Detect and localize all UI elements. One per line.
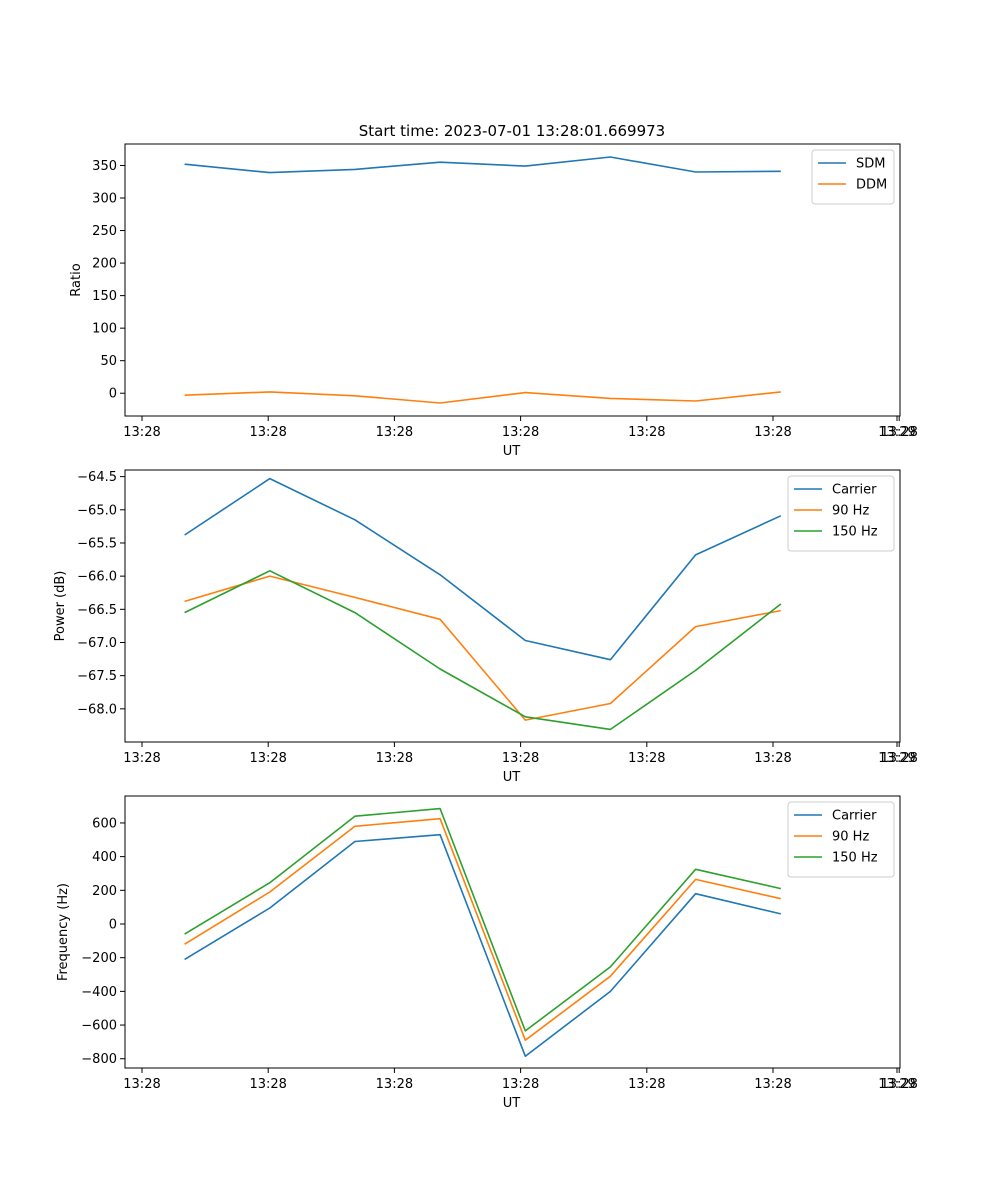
legend-label: Carrier: [832, 483, 877, 498]
legend: Carrier 90 Hz 150 Hz: [787, 475, 895, 552]
x-tick-label: 13:28: [376, 751, 413, 766]
plot-frame: [124, 795, 901, 1069]
legend: Carrier 90 Hz 150 Hz: [787, 801, 895, 878]
y-tick-label: −66.5: [77, 603, 117, 618]
legend-label: 90 Hz: [832, 830, 869, 845]
y-tick-label: 50: [100, 354, 117, 369]
x-tick-label: 13:28: [754, 1077, 791, 1092]
y-tick-label: −400: [81, 985, 117, 1000]
x-tick-label: 13:29: [878, 425, 915, 440]
x-tick-label: 13:28: [502, 1077, 539, 1092]
legend-label: SDM: [856, 157, 885, 172]
y-tick-label: 150: [92, 289, 117, 304]
y-tick-label: 250: [92, 224, 117, 239]
series-line-90-hz: [184, 575, 781, 721]
y-tick-label: −65.0: [77, 503, 117, 518]
x-tick-label: 13:28: [880, 425, 917, 440]
x-tick-label: 13:28: [880, 751, 917, 766]
series-line-ddm: [184, 391, 781, 404]
series-line-150-hz: [184, 569, 782, 731]
x-tick-label: 13:28: [880, 1077, 917, 1092]
x-tick-label: 13:28: [502, 751, 539, 766]
x-tick-label: 13:29: [878, 751, 915, 766]
x-tick-label: 13:28: [376, 425, 413, 440]
y-tick-label: −66.0: [77, 570, 117, 585]
y-tick-label: −800: [81, 1052, 117, 1067]
legend-label: DDM: [856, 178, 887, 193]
y-tick-label: 200: [92, 257, 117, 272]
y-tick-label: 350: [92, 159, 117, 174]
x-tick-label: 13:28: [628, 751, 665, 766]
legend-box: [787, 475, 895, 552]
series-line-150-hz: [184, 807, 781, 1032]
y-tick-label: −600: [81, 1019, 117, 1034]
legend-label: 150 Hz: [832, 851, 878, 866]
legend-label: 150 Hz: [832, 525, 878, 540]
x-tick-label: 13:28: [628, 1077, 665, 1092]
series-line-sdm: [184, 156, 781, 174]
x-tick-label: 13:28: [249, 425, 286, 440]
y-axis-label: Frequency (Hz): [56, 883, 71, 981]
y-tick-label: 400: [92, 850, 117, 865]
legend-label: 90 Hz: [832, 504, 869, 519]
y-tick-label: −68.0: [77, 702, 117, 717]
legend-label: Carrier: [832, 809, 877, 824]
x-axis-label: UT: [503, 770, 521, 785]
x-tick-label: 13:28: [754, 425, 791, 440]
legend-box: [787, 801, 895, 878]
x-axis-label: UT: [503, 1096, 521, 1111]
x-tick-label: 13:28: [123, 425, 160, 440]
x-tick-label: 13:28: [249, 1077, 286, 1092]
series-line-90-hz: [184, 817, 781, 1041]
x-tick-label: 13:28: [376, 1077, 413, 1092]
x-tick-label: 13:28: [123, 751, 160, 766]
x-tick-label: 13:28: [754, 751, 791, 766]
y-tick-label: −67.0: [77, 636, 117, 651]
chart-panel-2: −68.0 −67.5 −67.0 −66.5 −66.0 −65.5 −65.0 −64.5…: [53, 469, 918, 785]
y-tick-label: 300: [92, 192, 117, 207]
chart-title: Start time: 2023-07-01 13:28:01.669973: [359, 122, 665, 140]
x-tick-label: 13:28: [123, 1077, 160, 1092]
y-tick-label: −65.5: [77, 536, 117, 551]
x-tick-label: 13:28: [502, 425, 539, 440]
y-tick-label: −64.5: [77, 470, 117, 485]
y-tick-label: −200: [81, 951, 117, 966]
x-tick-label: 13:29: [878, 1077, 915, 1092]
y-axis-label: Ratio: [69, 263, 84, 296]
x-tick-label: 13:28: [249, 751, 286, 766]
legend: SDM DDM: [811, 149, 895, 205]
y-tick-label: 600: [92, 816, 117, 831]
series-line-carrier: [184, 477, 782, 661]
y-tick-label: −67.5: [77, 669, 117, 684]
plot-frame: [124, 469, 901, 743]
y-tick-label: 0: [109, 918, 117, 933]
plot-frame: [124, 143, 901, 417]
y-tick-label: 200: [92, 884, 117, 899]
series-line-carrier: [184, 833, 781, 1057]
x-axis-label: UT: [503, 444, 521, 459]
x-tick-label: 13:28: [628, 425, 665, 440]
y-tick-label: 100: [92, 322, 117, 337]
y-axis-label: Power (dB): [53, 571, 68, 642]
y-tick-label: 0: [109, 387, 117, 402]
